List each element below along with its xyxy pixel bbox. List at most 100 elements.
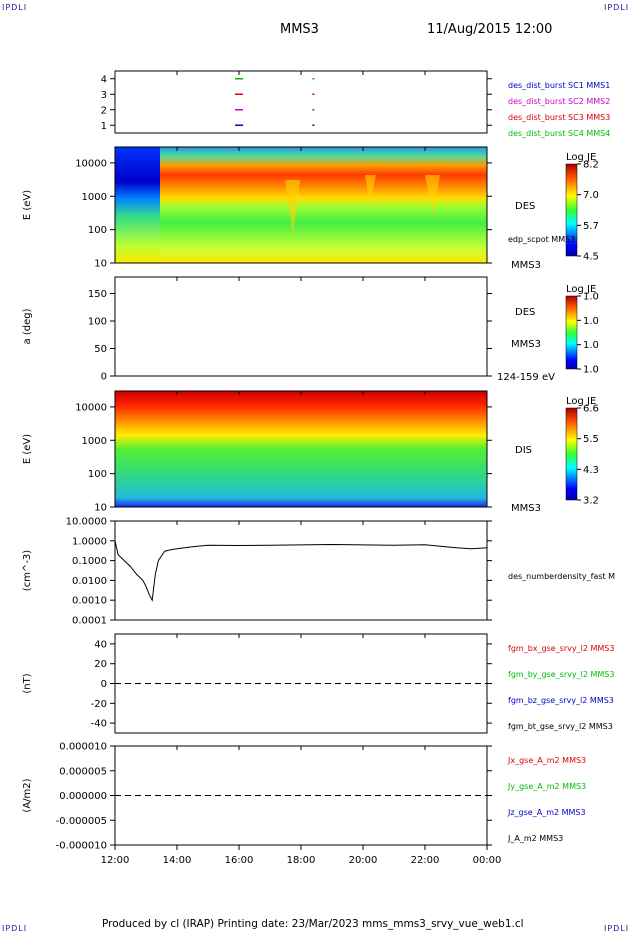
colorbar-title: Log JE	[566, 284, 596, 295]
y-axis-label: E (eV)	[22, 190, 33, 220]
y-tick-label: 10000	[75, 158, 107, 169]
y-tick-label: 2	[101, 105, 107, 116]
time-tick-label: 14:00	[163, 855, 192, 866]
colorbar-tick-label: 5.7	[583, 221, 599, 232]
y-tick-label: 10.0000	[66, 517, 107, 528]
dis-instrument-label: DIS	[515, 445, 532, 456]
y-tick-label: 0.000005	[59, 766, 107, 777]
field-legend-entry: Jy_gse_A_m2 MMS3	[507, 782, 586, 791]
density-series-line	[114, 540, 488, 602]
y-tick-label: -40	[91, 719, 107, 730]
colorbar-tick-label: 3.2	[583, 496, 599, 507]
time-tick-label: 18:00	[287, 855, 316, 866]
y-axis-label: (cm^-3)	[22, 550, 33, 591]
corner-mark-bottom-left: IPDLI	[2, 924, 28, 933]
y-tick-label: 40	[94, 639, 107, 650]
colorbar-tick-label: 1.0	[583, 365, 599, 376]
y-tick-label: 50	[94, 344, 107, 355]
colorbar-tick-label: 8.2	[583, 160, 599, 171]
pa-spacecraft-label: MMS3	[511, 339, 541, 350]
des-energy-spectrogram	[115, 147, 487, 263]
y-tick-label: 4	[101, 74, 107, 85]
colorbar-tick-label: 7.0	[583, 190, 599, 201]
des-instrument-label: DES	[515, 201, 535, 212]
colorbar-tick-label: 4.5	[583, 252, 599, 263]
footer-credit: Produced by cl (IRAP) Printing date: 23/…	[102, 918, 524, 930]
dis-spacecraft-label: MMS3	[511, 503, 541, 514]
field-legend-entry: fgm_by_gse_srvy_l2 MMS3	[508, 670, 614, 679]
des-energy-colorbar	[565, 163, 578, 257]
dis-energy-colorbar	[565, 407, 578, 501]
y-axis-label: (A/m2)	[22, 778, 33, 812]
y-tick-label: 1000	[82, 192, 107, 203]
pa-instrument-label: DES	[515, 307, 535, 318]
scpot-overlay-label: edp_scpot MMS3	[508, 235, 575, 244]
y-tick-label: 10	[94, 503, 107, 514]
burst-panel-frame	[114, 70, 488, 134]
time-tick-label: 22:00	[411, 855, 440, 866]
field-legend-entry: fgm_bx_gse_srvy_l2 MMS3	[508, 644, 614, 653]
colorbar-tick-label: 1.0	[583, 292, 599, 303]
mission-title: MMS3	[280, 22, 319, 37]
density-series-label: des_numberdensity_fast M	[508, 572, 615, 581]
y-tick-label: 100	[88, 225, 107, 236]
field-legend-entry: J_A_m2 MMS3	[507, 834, 563, 843]
field-legend-entry: Jz_gse_A_m2 MMS3	[507, 808, 586, 817]
y-tick-label: 0	[101, 679, 107, 690]
colorbar-tick-label: 6.6	[583, 404, 599, 415]
y-tick-label: 0.0100	[72, 576, 107, 587]
y-tick-label: 10	[94, 259, 107, 270]
corner-mark-top-right: IPDLI	[604, 3, 630, 12]
y-tick-label: 1	[101, 121, 107, 132]
time-tick-label: 12:00	[101, 855, 130, 866]
des-spacecraft-label: MMS3	[511, 260, 541, 271]
dis-energy-spectrogram	[115, 391, 487, 507]
pa-energy-band-label: 124-159 eV	[497, 372, 555, 383]
y-tick-label: 0.0010	[72, 596, 107, 607]
time-tick-label: 00:00	[473, 855, 502, 866]
pitch-angle-colorbar	[565, 295, 578, 370]
colorbar-tick-label: 4.3	[583, 465, 599, 476]
colorbar-tick-label: 5.5	[583, 434, 599, 445]
y-tick-label: 0	[101, 372, 107, 383]
y-tick-label: -0.000005	[56, 816, 107, 827]
y-tick-label: 100	[88, 317, 107, 328]
field-legend-entry: fgm_bz_gse_srvy_l2 MMS3	[508, 696, 614, 705]
y-tick-label: 10000	[75, 402, 107, 413]
y-tick-label: 0.000000	[59, 791, 107, 802]
burst-legend-entry: des_dist_burst SC3 MMS3	[508, 113, 610, 122]
corner-mark-top-left: IPDLI	[2, 3, 28, 12]
y-tick-label: 20	[94, 659, 107, 670]
time-tick-label: 20:00	[349, 855, 378, 866]
des-low-density-region	[115, 147, 160, 263]
field-legend-entry: Jx_gse_A_m2 MMS3	[507, 756, 586, 765]
y-tick-label: 3	[101, 90, 107, 101]
time-tick-label: 16:00	[225, 855, 254, 866]
colorbar-tick-label: 1.0	[583, 340, 599, 351]
y-tick-label: -0.000010	[56, 841, 107, 852]
y-axis-label: a (deg)	[22, 308, 33, 344]
y-tick-label: 0.000010	[59, 742, 107, 753]
y-tick-label: 1000	[82, 436, 107, 447]
burst-legend-entry: des_dist_burst SC1 MMS1	[508, 81, 610, 90]
y-tick-label: 150	[88, 289, 107, 300]
y-axis-label: E (eV)	[22, 434, 33, 464]
corner-mark-bottom-right: IPDLI	[604, 924, 630, 933]
y-tick-label: 0.0001	[72, 616, 107, 627]
burst-legend-entry: des_dist_burst SC2 MMS2	[508, 97, 610, 106]
field-legend-entry: fgm_bt_gse_srvy_l2 MMS3	[508, 722, 613, 731]
burst-legend-entry: des_dist_burst SC4 MMS4	[508, 129, 610, 138]
y-tick-label: 0.1000	[72, 556, 107, 567]
pitch-angle-panel-frame	[114, 276, 488, 377]
y-tick-label: 1.0000	[72, 536, 107, 547]
date-time-title: 11/Aug/2015 12:00	[427, 22, 553, 37]
y-tick-label: 100	[88, 469, 107, 480]
density-panel-frame	[114, 520, 488, 621]
y-axis-label: (nT)	[22, 673, 33, 693]
colorbar-title: Log JE	[566, 152, 596, 163]
colorbar-title: Log JE	[566, 396, 596, 407]
colorbar-tick-label: 1.0	[583, 316, 599, 327]
y-tick-label: -20	[91, 699, 107, 710]
